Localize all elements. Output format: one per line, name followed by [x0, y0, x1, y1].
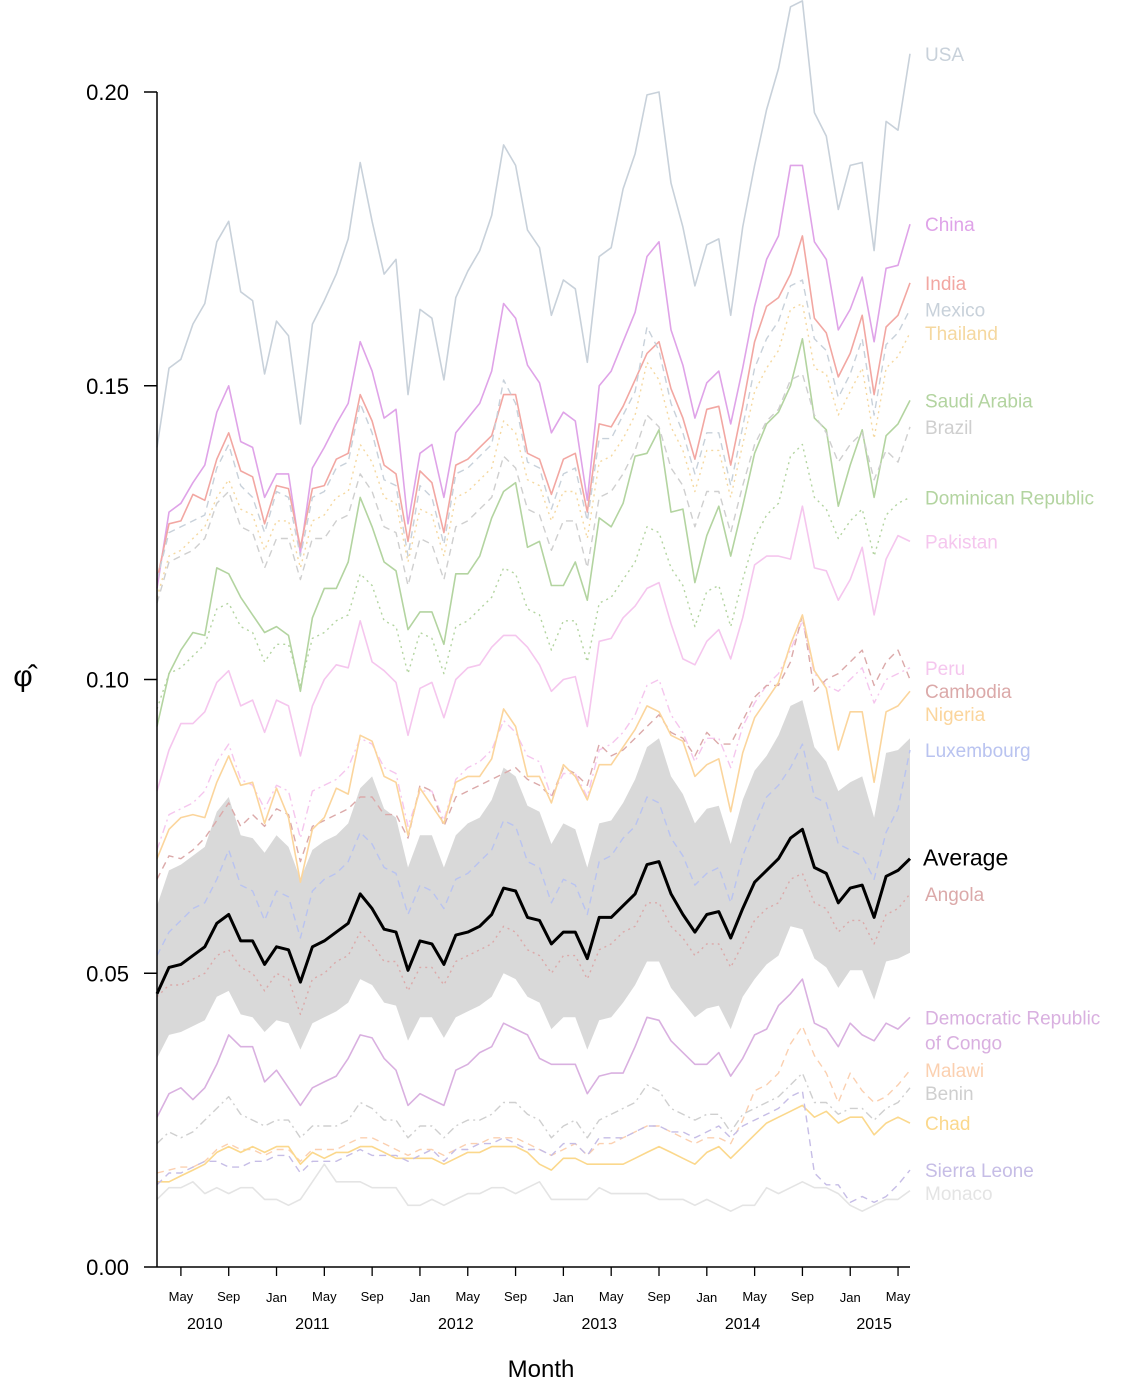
series-label-dominican-republic: Dominican Republic: [925, 488, 1094, 509]
x-tick-label: May: [742, 1289, 767, 1304]
series-label-nigeria: Nigeria: [925, 705, 986, 726]
x-tick-label: May: [455, 1289, 480, 1304]
series-label-peru: Peru: [925, 659, 965, 680]
x-year-label: 2012: [438, 1316, 474, 1333]
x-tick-label: May: [169, 1289, 194, 1304]
x-tick-label: Sep: [217, 1289, 240, 1304]
series-line-chad: [157, 1104, 911, 1183]
x-year-label: 2010: [187, 1316, 223, 1333]
x-tick-label: Jan: [696, 1290, 717, 1305]
series-label-angola: Angola: [925, 885, 985, 906]
x-tick-label: Sep: [361, 1289, 384, 1304]
series-label-pakistan: Pakistan: [925, 532, 998, 553]
x-year-label: 2015: [856, 1316, 892, 1333]
series-line-benin: [156, 1072, 911, 1145]
y-tick-label: 0.05: [86, 961, 129, 986]
series-label-luxembourg: Luxembourg: [925, 741, 1031, 762]
series-line-monaco: [156, 1163, 911, 1212]
x-tick-label: May: [312, 1289, 337, 1304]
x-tick-label: May: [599, 1289, 624, 1304]
series-label-brazil: Brazil: [925, 418, 973, 439]
x-tick-label: Jan: [409, 1290, 430, 1305]
series-line-brazil: [156, 373, 911, 604]
series-label-thailand: Thailand: [925, 324, 998, 345]
series-line-angola: [156, 872, 911, 1016]
series-line-democratic-republic-of-congo: [156, 978, 911, 1118]
series-line-mexico: [156, 279, 911, 580]
series-line-luxembourg: [156, 743, 911, 956]
series-label-saudi-arabia: Saudi Arabia: [925, 391, 1033, 412]
x-tick-label: Sep: [504, 1289, 527, 1304]
y-tick-label: 0.00: [86, 1255, 129, 1280]
series-line-malawi: [156, 1025, 911, 1174]
series-label-sierra-leone: Sierra Leone: [925, 1161, 1034, 1182]
series-label-cambodia: Cambodia: [925, 682, 1012, 703]
y-axis-title: φ̂: [13, 660, 37, 693]
x-tick-label: Jan: [266, 1290, 287, 1305]
series-line-usa: [156, 0, 911, 448]
confidence-band: [157, 700, 910, 1059]
y-tick-label: 0.10: [86, 668, 129, 693]
series-line-china: [156, 164, 911, 589]
series-label-mexico: Mexico: [925, 300, 985, 321]
series-label-india: India: [925, 274, 967, 295]
x-tick-label: Jan: [553, 1290, 574, 1305]
series-label-malawi: Malawi: [925, 1061, 984, 1082]
series-label-democratic-republic-of-congo: Democratic Republic of Congo: [925, 1008, 1100, 1054]
x-axis-title: Month: [508, 1356, 575, 1380]
axes: 0.00 0.05 0.10 0.15 0.20 May Sep Jan May Sep Jan Ma…: [86, 80, 911, 1333]
x-tick-label: Sep: [791, 1289, 814, 1304]
series-line-india: [156, 235, 911, 580]
series-label-average: Average: [923, 845, 1008, 871]
x-year-label: 2013: [581, 1316, 617, 1333]
series-line-average: [155, 827, 912, 995]
x-year-label: 2011: [295, 1316, 330, 1333]
series-line-saudi-arabia: [156, 337, 911, 727]
x-tick-label: Jan: [840, 1290, 861, 1305]
x-year-label: 2014: [725, 1316, 761, 1333]
y-tick-label: 0.15: [86, 374, 129, 399]
series-line-sierra-leone: [156, 1090, 911, 1204]
series-label-chad: Chad: [925, 1114, 970, 1135]
series-labels: USA China India Mexico Thailand Saudi Arabia B…: [923, 45, 1100, 1205]
series-label-benin: Benin: [925, 1084, 974, 1105]
series-line-nigeria: [156, 614, 911, 884]
x-tick-label: Sep: [647, 1289, 670, 1304]
series-line-thailand: [156, 302, 911, 598]
series-line-pakistan: [156, 505, 911, 792]
series-label-monaco: Monaco: [925, 1184, 993, 1205]
series-label-china: China: [925, 215, 975, 236]
y-tick-label: 0.20: [86, 80, 129, 105]
series-line-dominican-republic: [156, 443, 911, 710]
series-layer: [155, 0, 912, 1212]
x-tick-label: May: [886, 1289, 911, 1304]
series-label-usa: USA: [925, 45, 964, 66]
series-line-cambodia: [156, 614, 911, 880]
confidence-band-layer: [157, 700, 910, 1059]
